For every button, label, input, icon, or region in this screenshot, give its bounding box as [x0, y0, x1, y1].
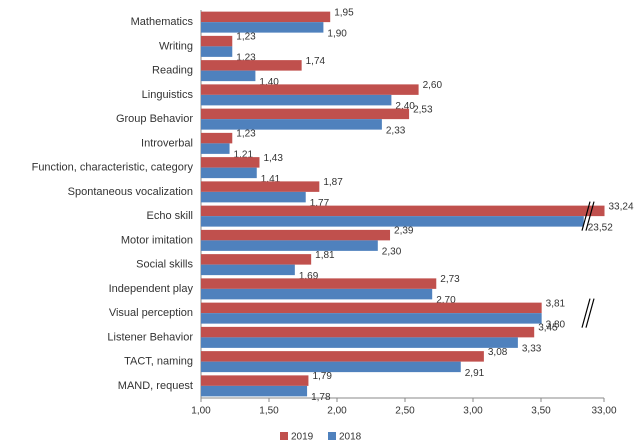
bar — [201, 361, 461, 373]
axis-break-mark — [585, 201, 595, 231]
x-tick-label: 1,00 — [191, 406, 211, 417]
bar — [201, 375, 309, 386]
bar — [201, 70, 256, 82]
value-label: 2,60 — [423, 80, 443, 91]
value-label: 1,77 — [310, 198, 330, 209]
bar — [201, 264, 295, 276]
value-label: 3,45 — [538, 323, 558, 334]
bar — [201, 119, 382, 130]
value-label: 1,41 — [261, 174, 281, 185]
axis-break-mark — [585, 298, 595, 328]
bar — [201, 143, 230, 154]
category-label: Function, characteristic, category — [32, 162, 194, 174]
x-tick-label: 3,50 — [531, 406, 551, 417]
value-label: 1,81 — [315, 250, 335, 261]
bar — [201, 302, 542, 314]
value-label: 1,23 — [236, 53, 256, 64]
value-label: 2,40 — [395, 101, 415, 112]
legend-swatch — [328, 432, 336, 440]
bar — [201, 60, 302, 71]
bar — [201, 46, 233, 57]
bar — [201, 205, 605, 217]
category-label: TACT, naming — [124, 356, 193, 368]
bar — [201, 84, 419, 95]
legend-label: 2019 — [291, 432, 314, 443]
value-label: 1,78 — [311, 392, 331, 403]
value-label: 1,69 — [299, 271, 319, 282]
category-label: Mathematics — [131, 16, 194, 28]
bar — [201, 94, 392, 106]
bar — [201, 254, 312, 265]
bar — [201, 11, 331, 23]
value-label: 1,21 — [234, 150, 254, 161]
value-label: 33,24 — [609, 201, 634, 212]
x-tick-label: 33,00 — [591, 406, 616, 417]
category-label: Echo skill — [147, 210, 193, 222]
value-label: 2,39 — [394, 226, 414, 237]
value-label: 2,70 — [436, 295, 456, 306]
category-label: Introverbal — [141, 137, 193, 149]
category-label: Linguistics — [142, 89, 194, 101]
value-label: 1,87 — [323, 177, 343, 188]
bar — [201, 132, 233, 144]
value-label: 1,79 — [312, 371, 332, 382]
value-label: 3,80 — [546, 319, 566, 330]
value-label: 2,30 — [382, 247, 402, 258]
bar — [201, 167, 257, 179]
legend-swatch — [280, 432, 288, 440]
bar — [201, 229, 391, 241]
bar — [201, 191, 306, 203]
bar — [201, 385, 308, 397]
bar — [201, 288, 433, 300]
bar — [201, 240, 378, 251]
bar — [201, 35, 233, 47]
value-label: 3,81 — [546, 298, 566, 309]
category-label: Writing — [159, 40, 193, 52]
x-tick-label: 2,50 — [395, 406, 415, 417]
axis-break-mark — [581, 201, 591, 231]
bar — [201, 313, 542, 324]
bar — [201, 326, 535, 338]
x-tick-label: 2,00 — [327, 406, 347, 417]
category-label: Motor imitation — [121, 234, 193, 246]
bar — [201, 278, 437, 289]
value-label: 1,90 — [327, 28, 347, 39]
bar — [201, 181, 320, 192]
x-tick-label: 1,50 — [259, 406, 279, 417]
value-label: 2,73 — [440, 274, 460, 285]
value-label: 2,91 — [465, 368, 485, 379]
value-label: 1,23 — [236, 129, 256, 140]
bar — [201, 337, 518, 348]
bar — [201, 216, 584, 227]
category-label: Spontaneous vocalization — [68, 186, 193, 198]
x-tick-label: 3,00 — [463, 406, 483, 417]
category-label: Independent play — [109, 283, 194, 295]
category-label: MAND, request — [118, 380, 193, 392]
bar — [201, 157, 260, 168]
value-label: 1,40 — [259, 77, 279, 88]
value-label: 3,33 — [522, 344, 542, 355]
category-label: Group Behavior — [116, 113, 193, 125]
bar — [201, 351, 484, 362]
value-label: 1,95 — [334, 7, 354, 18]
value-label: 23,52 — [588, 222, 613, 233]
category-label: Visual perception — [109, 307, 193, 319]
category-label: Social skills — [136, 259, 193, 271]
value-label: 3,08 — [488, 347, 508, 358]
axis-break-mark — [581, 298, 591, 328]
bar — [201, 108, 410, 120]
legend-label: 2018 — [339, 432, 362, 443]
category-label: Listener Behavior — [107, 331, 193, 343]
value-label: 1,74 — [306, 56, 326, 67]
category-label: Reading — [152, 65, 193, 77]
value-label: 2,53 — [413, 104, 433, 115]
value-label: 1,43 — [263, 153, 283, 164]
bar — [201, 22, 324, 33]
value-label: 1,23 — [236, 32, 256, 43]
value-label: 2,33 — [386, 125, 406, 136]
